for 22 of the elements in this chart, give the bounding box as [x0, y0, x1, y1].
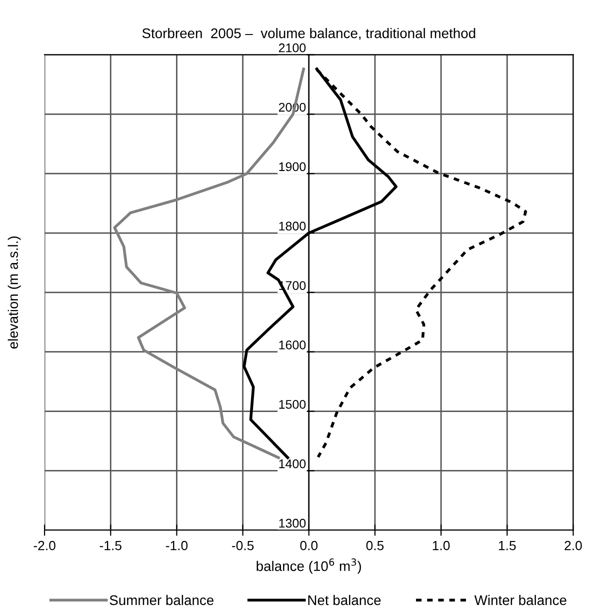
x-tick-label: -1.5 [100, 541, 122, 550]
y-tick-label: 1300 [279, 518, 306, 528]
y-tick-label: 1500 [279, 400, 306, 409]
y-tick-label: 1400 [279, 459, 306, 468]
x-tick-label: -0.5 [232, 540, 254, 550]
x-axis-title: balance (10$^{6}$ m$^{3}$) [256, 558, 361, 574]
chart-title: Storbreen 2005 – volume balance, traditional method [142, 28, 476, 40]
x-tick-label: 1.5 [498, 541, 516, 550]
legend-label: Summer balance [110, 594, 214, 606]
legend-label: Net balance [308, 594, 381, 606]
y-tick-label: 2100 [278, 43, 306, 52]
y-axis-title: elevation (m a.s.l.) [8, 236, 21, 349]
x-tick-label: 1.0 [432, 540, 450, 550]
y-tick-label: 1600 [279, 340, 306, 350]
y-tick-label: 1900 [279, 162, 306, 172]
x-tick-label: 0.0 [300, 540, 318, 550]
x-tick-label: 0.5 [366, 540, 384, 550]
x-tick-label: -2.0 [34, 540, 56, 550]
y-tick-label: 1800 [279, 222, 306, 231]
x-tick-label: -1.0 [166, 540, 188, 550]
legend-label: Winter balance [474, 594, 566, 606]
x-tick-label: 2.0 [564, 540, 582, 550]
